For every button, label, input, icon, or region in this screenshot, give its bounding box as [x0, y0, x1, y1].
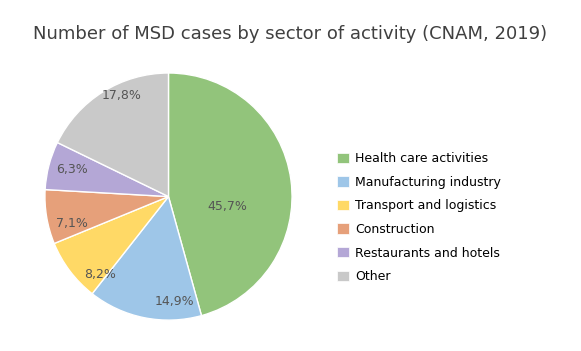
Wedge shape [45, 190, 168, 244]
Text: 45,7%: 45,7% [208, 200, 248, 213]
Wedge shape [92, 197, 202, 320]
Text: 6,3%: 6,3% [56, 163, 88, 176]
Wedge shape [45, 143, 168, 197]
Wedge shape [54, 197, 168, 294]
Text: Number of MSD cases by sector of activity (CNAM, 2019): Number of MSD cases by sector of activit… [34, 25, 547, 42]
Wedge shape [58, 73, 168, 197]
Text: 8,2%: 8,2% [85, 268, 116, 281]
Text: 7,1%: 7,1% [56, 217, 88, 230]
Text: 17,8%: 17,8% [102, 89, 142, 102]
Text: 14,9%: 14,9% [155, 295, 195, 308]
Wedge shape [168, 73, 292, 316]
Legend: Health care activities, Manufacturing industry, Transport and logistics, Constru: Health care activities, Manufacturing in… [338, 152, 501, 283]
